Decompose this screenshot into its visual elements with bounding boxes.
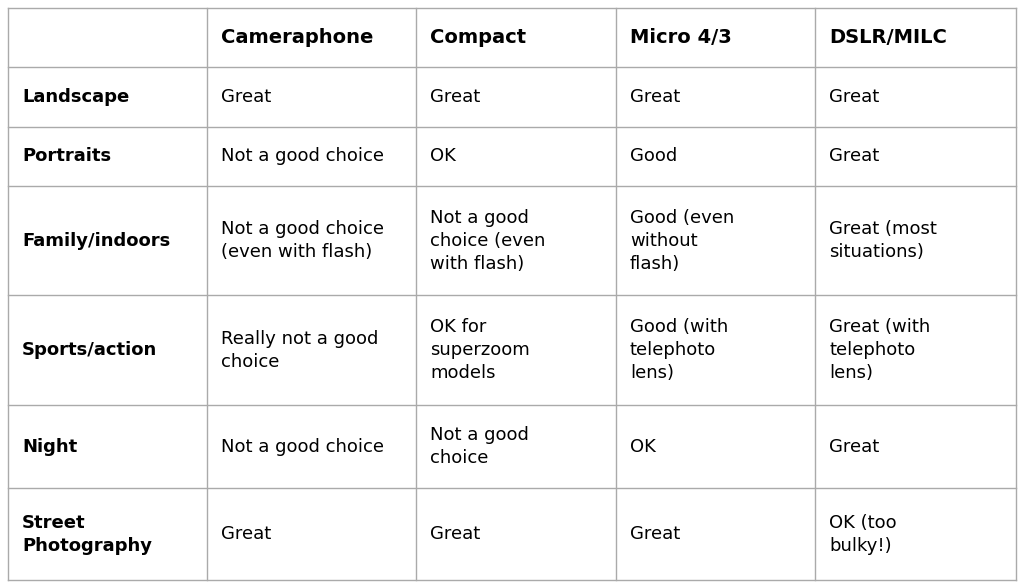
Text: Great (with
telephoto
lens): Great (with telephoto lens): [829, 319, 931, 382]
Text: Great: Great: [221, 88, 271, 106]
Text: Landscape: Landscape: [22, 88, 129, 106]
Text: OK (too
bulky!): OK (too bulky!): [829, 513, 897, 554]
Text: Portraits: Portraits: [22, 147, 111, 165]
Text: Night: Night: [22, 437, 77, 456]
Text: Micro 4/3: Micro 4/3: [630, 28, 731, 47]
Text: Great: Great: [829, 147, 880, 165]
Text: Not a good
choice (even
with flash): Not a good choice (even with flash): [430, 209, 546, 273]
Text: Great: Great: [430, 88, 480, 106]
Text: Compact: Compact: [430, 28, 526, 47]
Text: Good (even
without
flash): Good (even without flash): [630, 209, 734, 273]
Text: Cameraphone: Cameraphone: [221, 28, 374, 47]
Text: Sports/action: Sports/action: [22, 341, 157, 359]
Text: Good: Good: [630, 147, 677, 165]
Text: Great: Great: [630, 88, 680, 106]
Text: Not a good choice
(even with flash): Not a good choice (even with flash): [221, 220, 384, 261]
Text: OK: OK: [430, 147, 456, 165]
Text: OK: OK: [630, 437, 655, 456]
Text: Great: Great: [829, 88, 880, 106]
Text: Not a good choice: Not a good choice: [221, 147, 384, 165]
Text: Great: Great: [829, 437, 880, 456]
Text: Great: Great: [630, 525, 680, 543]
Text: Family/indoors: Family/indoors: [22, 232, 170, 250]
Text: OK for
superzoom
models: OK for superzoom models: [430, 319, 530, 382]
Text: Great: Great: [221, 525, 271, 543]
Text: Good (with
telephoto
lens): Good (with telephoto lens): [630, 319, 728, 382]
Text: Great: Great: [430, 525, 480, 543]
Text: Not a good
choice: Not a good choice: [430, 426, 529, 467]
Text: Street
Photography: Street Photography: [22, 513, 152, 554]
Text: Great (most
situations): Great (most situations): [829, 220, 937, 261]
Text: DSLR/MILC: DSLR/MILC: [829, 28, 947, 47]
Text: Not a good choice: Not a good choice: [221, 437, 384, 456]
Text: Really not a good
choice: Really not a good choice: [221, 330, 379, 371]
